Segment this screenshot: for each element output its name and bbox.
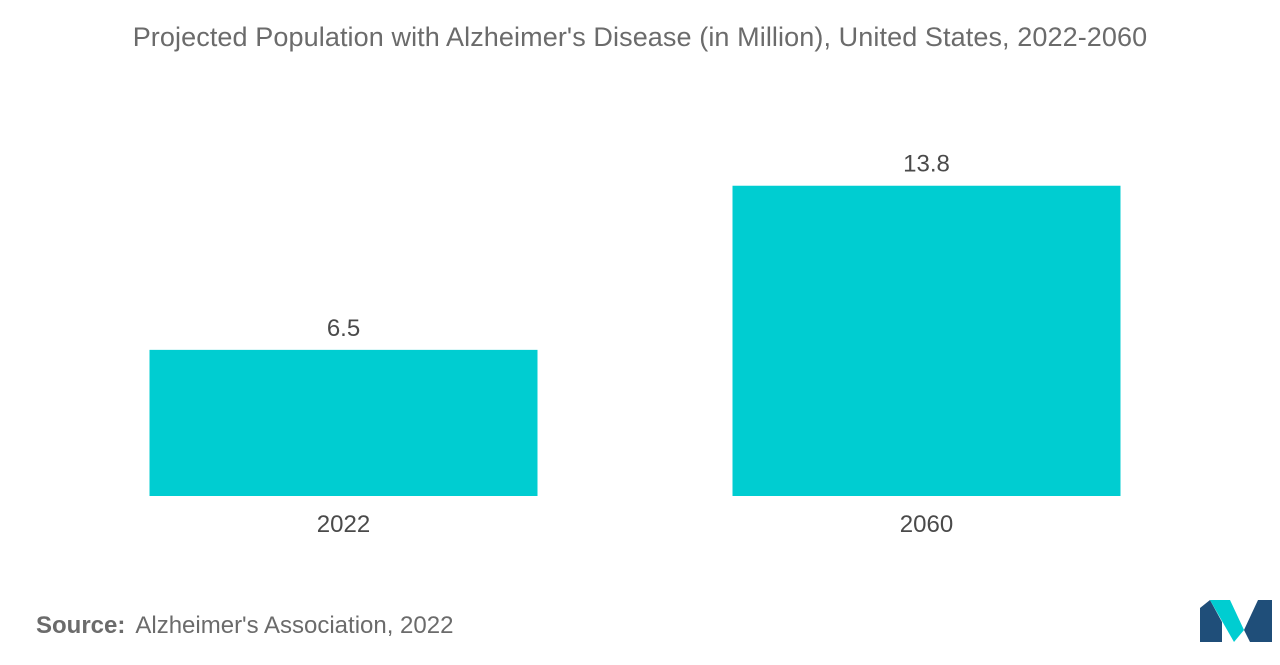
- logo-middle-shape: [1210, 600, 1244, 642]
- mordor-logo-icon: [1200, 600, 1272, 642]
- x-tick-label-2022: 2022: [317, 511, 370, 538]
- bar-2022: [149, 349, 538, 496]
- chart-title: Projected Population with Alzheimer's Di…: [132, 22, 1148, 52]
- bar-2060: [732, 185, 1121, 497]
- source-prefix: Source:: [36, 612, 126, 639]
- logo-left-shape: [1200, 600, 1222, 642]
- data-label-2060: 13.8: [903, 151, 950, 178]
- data-label-2022: 6.5: [327, 315, 360, 342]
- logo-right-shape: [1244, 600, 1272, 642]
- x-tick-label-2060: 2060: [900, 511, 953, 538]
- source-note: Source: Alzheimer's Association, 2022: [36, 612, 453, 640]
- source-text: Alzheimer's Association, 2022: [135, 612, 454, 639]
